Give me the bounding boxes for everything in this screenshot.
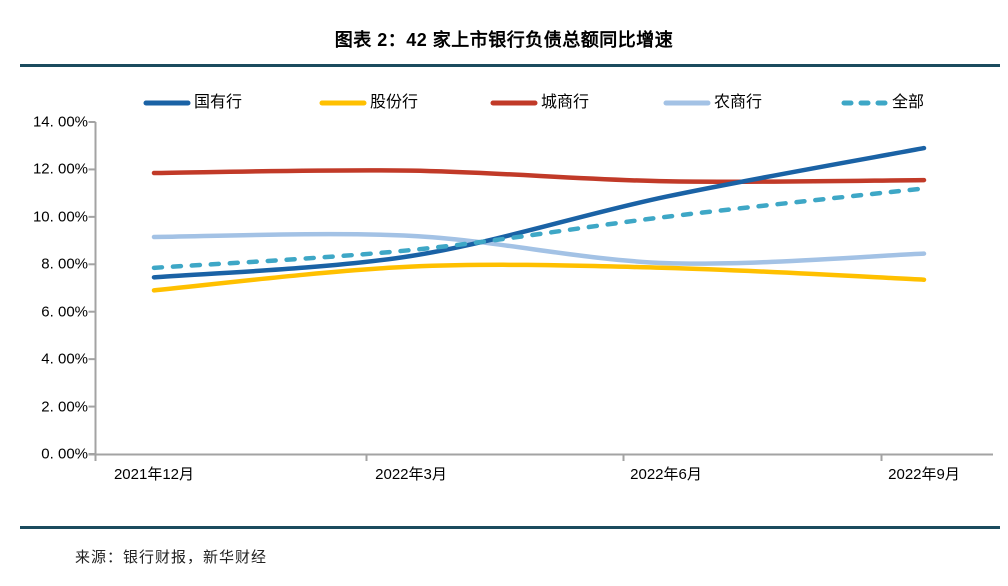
series-line xyxy=(151,262,927,293)
y-axis-label: 6. 00% xyxy=(41,303,88,321)
y-axis-label: 4. 00% xyxy=(41,350,88,368)
series-line xyxy=(151,186,927,271)
legend-dashed-line-swatch xyxy=(841,100,889,106)
x-axis-label: 2021年12月 xyxy=(113,466,195,483)
x-axis-label: 2022年3月 xyxy=(375,466,447,483)
chart-legend: 国有行 股份行 城商行 农商行 全部 xyxy=(0,92,1008,114)
y-axis-label: 0. 00% xyxy=(41,445,88,463)
source-note: 来源：银行财报，新华财经 xyxy=(75,550,268,566)
x-axis-label: 2022年6月 xyxy=(630,466,702,483)
series-line xyxy=(151,145,927,280)
y-axis-label: 8. 00% xyxy=(41,255,88,273)
y-axis-label: 10. 00% xyxy=(32,208,88,226)
title-divider xyxy=(20,64,1000,67)
chart-title: 图表 2：42 家上市银行负债总额同比增速 xyxy=(334,30,674,50)
legend-item: 全部 xyxy=(841,92,924,114)
legend-label: 股份行 xyxy=(370,94,419,111)
footer-divider xyxy=(20,526,1000,529)
y-axis-label: 12. 00% xyxy=(32,160,88,178)
legend-label: 城商行 xyxy=(541,94,590,111)
legend-label: 农商行 xyxy=(714,94,763,111)
legend-item: 股份行 xyxy=(319,92,418,114)
legend-item: 农商行 xyxy=(663,92,762,114)
legend-label: 国有行 xyxy=(194,94,243,111)
legend-line-swatch xyxy=(319,100,367,106)
y-axis-label: 14. 00% xyxy=(32,113,88,131)
legend-item: 国有行 xyxy=(143,92,242,114)
legend-label: 全部 xyxy=(892,94,925,111)
y-axis-label: 2. 00% xyxy=(41,398,88,416)
x-axis-label: 2022年9月 xyxy=(888,466,960,483)
series-line xyxy=(151,168,927,185)
legend-line-swatch xyxy=(663,100,711,106)
legend-line-swatch xyxy=(490,100,538,106)
legend-line-swatch xyxy=(143,100,191,106)
series-line xyxy=(151,231,927,266)
legend-item: 城商行 xyxy=(490,92,589,114)
